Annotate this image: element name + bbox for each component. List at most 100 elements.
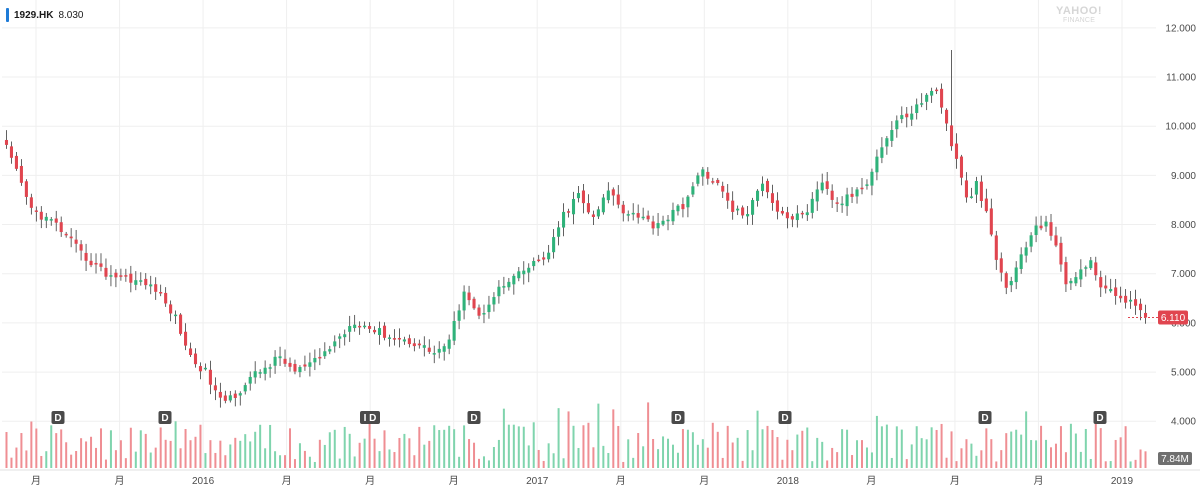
candle-body	[775, 200, 779, 212]
ticker-legend[interactable]: 1929.HK 8.030	[6, 8, 84, 22]
candle-body	[875, 156, 879, 173]
volume-bar	[711, 422, 714, 468]
volume-bar	[25, 450, 28, 468]
candle-body	[313, 357, 317, 363]
volume-bar	[244, 434, 247, 468]
candle-body	[969, 196, 973, 198]
candle-body	[935, 89, 939, 92]
volume-bar	[701, 439, 704, 468]
candle-body	[298, 367, 302, 373]
candle-body	[507, 281, 511, 288]
volume-bar	[487, 460, 490, 468]
x-tick-label: 月	[31, 475, 41, 487]
volume-bar	[841, 429, 844, 468]
watermark-line2: FINANCE	[1062, 17, 1096, 24]
volume-bar	[398, 437, 401, 468]
volume-bar	[423, 444, 426, 468]
candle-body	[1104, 285, 1108, 289]
candle-body	[387, 337, 392, 339]
dividend-marker[interactable]: D	[467, 411, 481, 424]
volume-bar	[95, 447, 98, 468]
dividend-marker[interactable]: D	[778, 411, 792, 424]
volume-bar	[343, 426, 346, 468]
volume-bar	[109, 430, 112, 468]
volume-bar	[388, 449, 391, 468]
x-tick-label: 2019	[1111, 476, 1134, 487]
volume-bar	[686, 429, 689, 468]
candle-body	[1014, 267, 1018, 283]
volume-bar	[587, 422, 590, 468]
dividend-marker[interactable]: D	[158, 411, 172, 424]
candle-body	[432, 353, 436, 355]
volume-bar	[1030, 440, 1033, 468]
volume-bar	[298, 443, 301, 468]
candle-body	[333, 341, 337, 347]
volume-bar	[174, 421, 177, 468]
candle-body	[149, 284, 153, 287]
volume-bar	[45, 451, 48, 468]
volume-bar	[826, 460, 829, 468]
candle-body	[890, 130, 894, 141]
dividend-marker[interactable]: I D	[360, 411, 380, 424]
volume-bar	[458, 456, 461, 468]
volume-bar	[254, 431, 257, 468]
volume-bar	[836, 452, 839, 468]
candle-body	[1129, 299, 1133, 302]
volume-bar	[696, 444, 699, 468]
volume-bar	[373, 438, 376, 468]
volume-bar	[279, 455, 282, 468]
candle-body	[974, 181, 978, 195]
volume-bar	[184, 428, 187, 468]
candle-body	[457, 310, 461, 321]
candle-body	[571, 198, 576, 215]
dividend-marker[interactable]: D	[1093, 411, 1107, 424]
volume-bar	[791, 450, 794, 468]
volume-bar	[776, 437, 779, 468]
candle-body	[1099, 277, 1103, 288]
dividend-marker[interactable]: D	[51, 411, 65, 424]
candle-body	[855, 189, 859, 197]
volume-bar	[1059, 426, 1062, 468]
volume-bar	[482, 456, 485, 468]
candle-body	[686, 196, 690, 208]
candle-body	[268, 367, 272, 369]
candle-body	[44, 216, 48, 221]
candle-body	[860, 187, 864, 190]
volume-bar	[65, 442, 68, 468]
candle-body	[656, 223, 660, 229]
candle-body	[258, 372, 262, 374]
candle-body	[139, 280, 143, 282]
y-tick-label: 8.000	[1171, 220, 1196, 231]
price-badges: 6.110 7.84M	[1128, 310, 1192, 465]
volume-bar	[70, 454, 73, 468]
dividend-marker[interactable]: D	[671, 411, 685, 424]
dividend-marker-box	[1093, 411, 1107, 424]
candle-body	[203, 367, 207, 370]
volume-bar	[870, 452, 873, 468]
volume-bar	[811, 461, 814, 468]
candle-body	[1054, 235, 1058, 246]
candle-body	[1089, 260, 1093, 269]
dividend-marker-box	[671, 411, 685, 424]
candle-body	[999, 258, 1003, 273]
candle-body	[532, 261, 536, 267]
volume-bar	[179, 448, 182, 468]
last-price-badge	[1158, 310, 1188, 325]
dividend-marker-box	[467, 411, 481, 424]
volume-bar	[547, 443, 550, 468]
volume-bar	[40, 455, 43, 468]
candle-body	[741, 207, 745, 216]
volume-bar	[363, 438, 366, 468]
volume-bar	[403, 433, 406, 468]
volume-bar	[895, 426, 898, 468]
candle-body	[930, 90, 934, 96]
dividend-marker[interactable]: D	[978, 411, 992, 424]
volume-bar	[512, 424, 515, 468]
volume-bar	[443, 429, 446, 468]
volume-bar	[438, 430, 441, 468]
volume-bar	[209, 440, 212, 468]
volume-bar	[1069, 423, 1072, 468]
volume-bar	[80, 438, 83, 468]
